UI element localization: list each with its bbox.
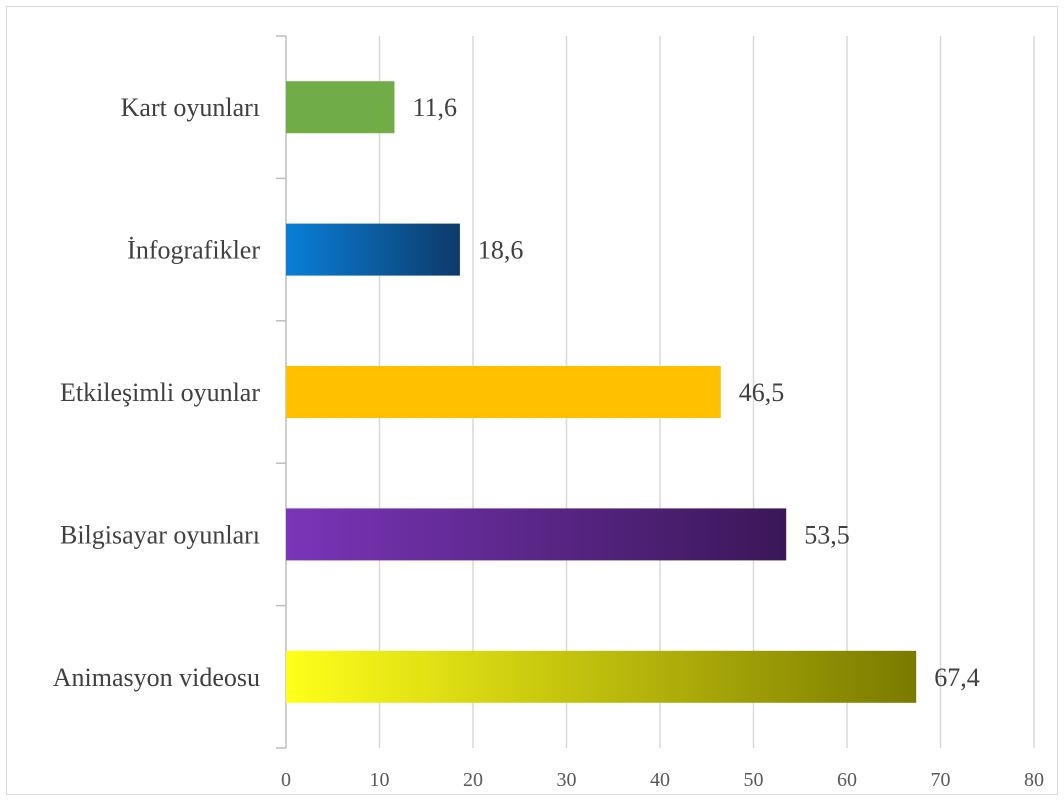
x-tick-label-10: 10 <box>370 769 390 791</box>
data-label-5: 67,4 <box>934 663 980 692</box>
x-tick-label-50: 50 <box>744 769 764 791</box>
x-tick-label-70: 70 <box>931 769 951 791</box>
x-tick-label-80: 80 <box>1024 769 1044 791</box>
x-tick-label-40: 40 <box>650 769 670 791</box>
x-tick-label-60: 60 <box>837 769 857 791</box>
category-label-1: Kart oyunları <box>121 93 260 122</box>
bars <box>286 81 917 703</box>
data-label-3: 46,5 <box>739 378 785 407</box>
bar-1 <box>286 81 395 134</box>
gridlines <box>378 36 1035 748</box>
y-axis <box>276 35 287 749</box>
x-tick-label-20: 20 <box>463 769 483 791</box>
category-label-3: Etkileşimli oyunlar <box>60 378 260 407</box>
category-label-5: Animasyon videosu <box>53 663 260 692</box>
bar-2 <box>286 223 460 276</box>
data-label-2: 18,6 <box>478 236 524 265</box>
labels: 0 10 20 30 40 50 60 70 80 Kart oyunları 11,6 İnfogr… <box>53 93 1044 791</box>
x-tick-label-0: 0 <box>281 769 291 791</box>
bar-4 <box>286 508 787 561</box>
data-label-4: 53,5 <box>804 520 850 549</box>
bar-3 <box>286 366 721 418</box>
category-label-4: Bilgisayar oyunları <box>60 520 260 549</box>
bar-5 <box>286 650 917 703</box>
category-label-2: İnfografikler <box>127 236 260 265</box>
data-label-1: 11,6 <box>412 93 457 122</box>
x-tick-label-30: 30 <box>557 769 577 791</box>
